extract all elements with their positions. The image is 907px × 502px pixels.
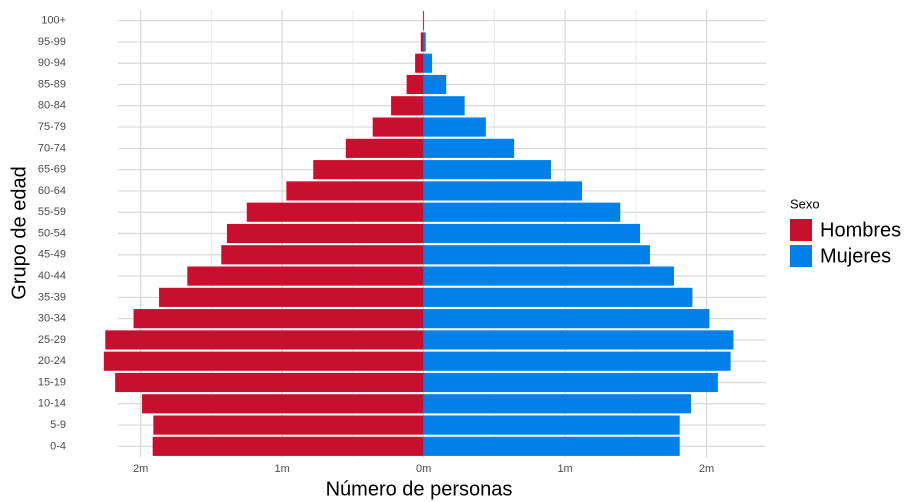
bar [103,351,424,371]
bar [423,266,675,286]
legend-title: Sexo [790,196,820,211]
bar [406,74,424,95]
y-tick-label: 80-84 [38,100,66,112]
y-tick-label: 85-89 [38,78,66,90]
y-tick-label: 45-49 [38,249,66,261]
x-axis-title: Número de personas [326,478,513,500]
y-tick-label: 60-64 [38,185,66,197]
y-tick-label: 95-99 [38,36,66,48]
y-tick-label: 35-39 [38,291,66,303]
bar [187,266,424,286]
bar [221,245,424,265]
x-tick-label: 2m [699,463,714,475]
y-tick-label: 20-24 [38,355,66,367]
y-tick-label: 90-94 [38,57,66,69]
bar [423,245,650,265]
bar [423,351,731,371]
bar [115,372,424,393]
y-tick-label: 100+ [41,15,66,27]
bar [286,181,424,201]
bar [423,436,680,456]
x-tick-label: 0m [416,463,431,475]
x-tick-label: 1m [557,463,572,475]
bar [372,117,424,137]
y-tick-label: 65-69 [38,164,66,176]
bar [420,32,424,52]
bar [423,117,486,137]
bar [423,32,426,52]
bar [246,202,424,222]
y-tick-label: 70-74 [38,142,66,154]
legend-label: Mujeres [820,245,891,267]
bar [226,223,424,244]
bar [345,138,424,158]
legend-swatch [790,219,812,241]
bar [391,96,424,116]
bar [423,415,680,435]
bar [423,160,551,180]
bar [423,287,693,307]
bar [423,330,734,350]
bar [423,138,515,158]
bar [423,202,621,222]
legend-swatch [790,245,812,267]
bar [423,53,433,73]
y-tick-label: 5-9 [50,419,66,431]
bar [423,96,465,116]
bar [105,330,424,350]
bar [423,372,718,393]
bar [152,436,424,456]
bar [133,309,424,329]
y-tick-label: 10-14 [38,398,66,410]
y-tick-label: 30-34 [38,313,66,325]
y-tick-label: 0-4 [50,440,66,452]
bar [423,74,447,95]
y-axis-title: Grupo de edad [8,166,30,299]
bar [423,181,583,201]
y-tick-label: 25-29 [38,334,66,346]
bar [423,309,710,329]
bar [142,394,424,414]
bar [415,53,424,73]
y-tick-label: 40-44 [38,270,66,282]
bar [159,287,424,307]
y-tick-label: 15-19 [38,376,66,388]
x-tick-label: 1m [274,463,289,475]
y-tick-label: 55-59 [38,206,66,218]
bar [313,160,424,180]
y-tick-label: 75-79 [38,121,66,133]
y-tick-label: 50-54 [38,227,66,239]
legend-label: Hombres [820,219,901,241]
x-tick-label: 2m [133,463,148,475]
bar [423,223,641,244]
bar [422,11,424,31]
bar [153,415,424,435]
bar [423,394,692,414]
